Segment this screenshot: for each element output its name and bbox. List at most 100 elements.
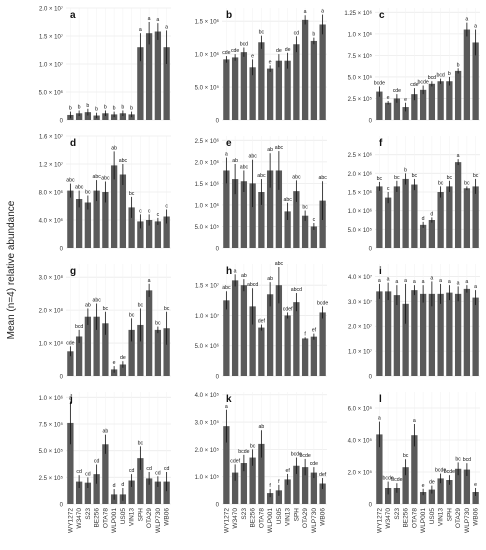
significance-letter: a <box>156 17 159 23</box>
significance-letter: e <box>387 95 390 101</box>
bar <box>393 488 401 504</box>
bar <box>240 463 248 504</box>
significance-letter: abc <box>283 197 292 203</box>
bar <box>154 31 162 120</box>
significance-letter: cde <box>410 82 418 88</box>
significance-letter: bc <box>129 312 135 318</box>
panel-letter: g <box>70 266 76 277</box>
bar <box>293 44 300 121</box>
bar <box>128 480 135 504</box>
y-tick-label: 1.5 × 10⁷ <box>195 283 219 290</box>
bar <box>67 351 74 376</box>
y-tick-label: 2.0 × 10⁶ <box>195 159 220 166</box>
bar <box>258 42 265 121</box>
bar <box>137 324 144 376</box>
bar <box>376 186 383 248</box>
y-tick-label: 1.0 × 10⁷ <box>195 313 219 320</box>
y-tick-label: 1.25 × 10⁶ <box>344 10 372 17</box>
significance-letter: a <box>139 27 142 33</box>
significance-letter: b <box>86 103 89 109</box>
significance-letter: f <box>269 483 271 489</box>
significance-letter: bcde <box>444 469 455 475</box>
significance-letter: bcd <box>463 457 471 463</box>
bar <box>249 457 256 504</box>
significance-letter: def <box>258 319 266 325</box>
bar <box>163 481 170 504</box>
bar <box>84 202 92 248</box>
significance-letter: ab <box>267 147 273 153</box>
x-tick-label: W3470 <box>385 508 392 529</box>
x-tick-label: WLP730 <box>311 508 318 533</box>
bar <box>240 285 248 376</box>
significance-letter: b <box>448 71 451 77</box>
significance-letter: b <box>113 106 116 112</box>
significance-letter: def <box>319 472 327 478</box>
plot-area <box>375 8 480 120</box>
significance-letter: bcde <box>374 80 385 86</box>
y-tick-label: 0 <box>369 247 373 253</box>
bar <box>472 297 479 376</box>
significance-letter: abc <box>275 145 284 151</box>
significance-letter: abc <box>257 173 266 179</box>
bar <box>119 174 127 248</box>
significance-letter: b <box>404 167 407 173</box>
y-tick-label: 0 <box>216 375 220 381</box>
y-tick-label: 3.0 × 10⁷ <box>348 299 372 306</box>
bar <box>266 68 274 120</box>
bar <box>119 113 127 120</box>
significance-letter: abcd <box>247 282 258 288</box>
bar <box>84 112 92 120</box>
significance-letter: a <box>465 17 468 23</box>
bar <box>428 489 436 504</box>
significance-letter: cdef <box>283 306 293 312</box>
plot-area <box>375 264 480 376</box>
significance-letter: bc <box>447 175 453 181</box>
significance-letter: e <box>404 97 407 103</box>
x-tick-label: OTA29 <box>455 508 462 528</box>
y-tick-label: 2.5 × 10⁵ <box>348 96 373 103</box>
bar <box>266 294 274 376</box>
significance-letter: f <box>304 331 306 337</box>
significance-letter: bcde <box>391 477 402 483</box>
bar <box>154 221 162 248</box>
significance-letter: cd <box>129 468 135 474</box>
bar <box>258 327 265 376</box>
significance-letter: e <box>113 360 116 366</box>
bar <box>319 200 326 248</box>
bar <box>163 47 170 121</box>
x-tick-label: WY1272 <box>223 508 230 533</box>
bar <box>419 224 427 248</box>
significance-letter: a <box>378 416 381 422</box>
x-tick-label: US05 <box>429 508 436 525</box>
bar <box>310 40 318 120</box>
bar <box>301 338 309 376</box>
x-tick-label: W3470 <box>76 508 83 529</box>
bar <box>275 285 283 376</box>
significance-letter: bcde <box>300 453 311 459</box>
plot-area <box>222 392 327 504</box>
y-tick-label: 1.5 × 10⁶ <box>195 19 220 26</box>
bar <box>437 81 444 120</box>
significance-letter: a <box>69 396 72 402</box>
significance-letter: abc <box>75 185 84 191</box>
significance-letter: cd <box>294 30 300 36</box>
significance-letter: cde <box>222 50 230 56</box>
significance-letter: bc <box>473 173 479 179</box>
significance-letter: f <box>278 479 280 485</box>
significance-letter: d <box>422 216 425 222</box>
significance-letter: a <box>225 152 228 158</box>
significance-letter: de <box>429 480 435 486</box>
bar <box>472 186 479 248</box>
bar <box>102 192 109 248</box>
bar <box>293 191 300 248</box>
significance-letter: a <box>448 279 451 285</box>
significance-letter: abc <box>292 174 301 180</box>
y-axis-label: Mean (n=4) relative abundance <box>6 200 17 339</box>
y-tick-label: 2.0 × 10⁸ <box>39 308 64 315</box>
bar <box>384 488 392 504</box>
bar <box>411 94 418 120</box>
bar <box>454 70 462 120</box>
